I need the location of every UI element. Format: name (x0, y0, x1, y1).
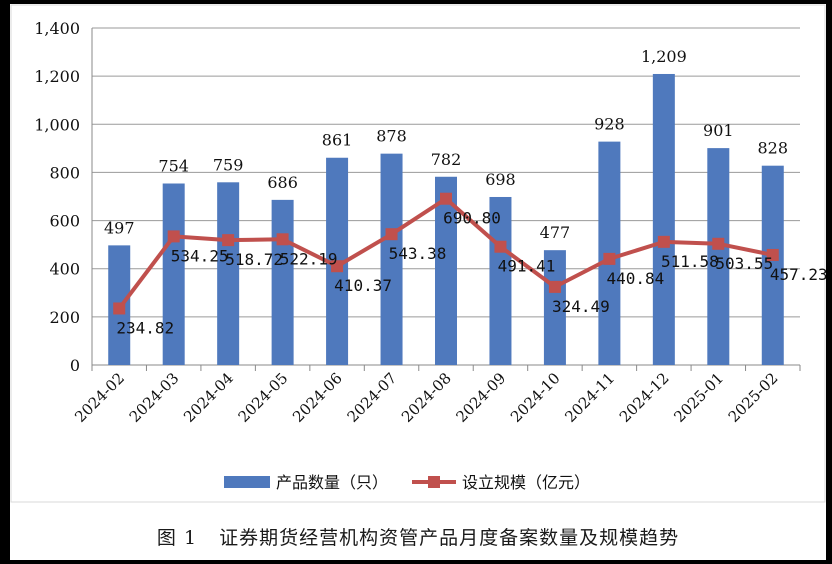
bar-data-label: 497 (104, 218, 135, 237)
bar-data-label: 759 (213, 155, 244, 174)
scale-marker-2024-07 (385, 228, 398, 241)
line-data-label: 534.25 (171, 246, 229, 265)
x-tick-label: 2024-10 (507, 369, 564, 426)
line-data-label: 522.19 (280, 249, 338, 268)
scale-marker-2025-01 (712, 237, 725, 250)
bar-2024-03 (162, 183, 185, 365)
figure-number: 图 1 (156, 527, 198, 549)
legend-bar-swatch (224, 476, 270, 488)
scale-marker-2025-02 (766, 248, 779, 261)
line-data-label: 518.72 (225, 250, 283, 269)
bar-2024-12 (652, 73, 675, 365)
bar-data-label: 754 (158, 157, 189, 176)
line-data-label: 511.58 (661, 252, 719, 271)
chart-svg: 0 200 400 600 800 1,000 1,200 1,400 497 754 759 686… (10, 4, 826, 503)
scale-marker-2024-11 (603, 252, 616, 265)
bar-data-label: 698 (485, 170, 516, 189)
y-tick-label: 1,000 (34, 115, 80, 134)
line-data-label: 324.49 (552, 297, 610, 316)
x-tick-label: 2025-02 (725, 369, 782, 426)
y-tick-label: 1,200 (34, 67, 80, 86)
scale-marker-2024-10 (548, 280, 561, 293)
line-data-label: 457.23 (770, 265, 826, 284)
bar-data-label: 477 (540, 223, 571, 242)
bar-data-label: 828 (757, 139, 788, 158)
line-data-label: 690.80 (443, 209, 501, 228)
scale-marker-2024-05 (276, 233, 289, 246)
y-tick-label: 0 (70, 356, 80, 375)
bar-2024-04 (217, 182, 240, 365)
x-tick-label: 2024-11 (561, 369, 618, 426)
line-data-label: 543.38 (389, 244, 447, 263)
scale-marker-2024-04 (222, 234, 235, 247)
legend-line-marker (428, 476, 440, 488)
line-data-label: 440.84 (606, 269, 664, 288)
bar-data-label: 782 (431, 150, 462, 169)
bar-data-label: 928 (594, 115, 625, 134)
line-data-label: 503.55 (715, 254, 773, 273)
x-tick-label: 2024-06 (289, 369, 346, 426)
y-tick-label: 400 (49, 260, 80, 279)
y-tick-label: 200 (49, 308, 80, 327)
bar-2024-07 (380, 153, 403, 365)
legend-line-label: 设立规模（亿元） (462, 473, 590, 492)
bar-data-label: 878 (376, 127, 407, 146)
x-tick-label: 2024-05 (235, 369, 292, 426)
legend-bar-label: 产品数量（只） (276, 473, 388, 492)
bar-data-label: 1,209 (641, 47, 687, 66)
figure-caption-text: 证券期货经营机构资管产品月度备案数量及规模趋势 (219, 527, 680, 549)
bar-data-label: 861 (322, 131, 353, 150)
bar-2025-02 (761, 165, 784, 365)
y-tick-label: 600 (49, 212, 80, 231)
bar-data-label: 901 (703, 121, 734, 140)
bar-2024-08 (435, 176, 457, 365)
line-data-label: 234.82 (116, 318, 174, 337)
bar-2025-01 (707, 148, 730, 365)
chart-frame: 0 200 400 600 800 1,000 1,200 1,400 497 754 759 686… (10, 4, 826, 560)
x-tick-label: 2024-07 (344, 369, 401, 426)
line-data-label: 410.37 (334, 276, 392, 295)
x-tick-label: 2025-01 (670, 369, 727, 426)
x-tick-label: 2024-09 (452, 369, 509, 426)
y-tick-label: 1,400 (34, 19, 80, 38)
bar-2024-09 (489, 196, 512, 365)
x-tick-label: 2024-12 (616, 369, 673, 426)
scale-marker-2024-12 (657, 235, 670, 248)
scale-marker-2024-08 (440, 192, 452, 205)
bar-2024-05 (271, 199, 294, 365)
scale-marker-2024-06 (331, 260, 344, 273)
y-tick-label: 800 (49, 163, 80, 182)
x-tick-label: 2024-08 (398, 369, 455, 426)
line-data-label: 491.41 (498, 257, 556, 276)
bar-data-label: 686 (267, 173, 298, 192)
scale-marker-2024-03 (167, 230, 180, 243)
x-tick-label: 2024-02 (71, 369, 128, 426)
chart-border (10, 4, 826, 503)
figure-caption: 图 1 证券期货经营机构资管产品月度备案数量及规模趋势 (10, 523, 826, 550)
x-tick-label: 2024-04 (180, 369, 237, 426)
bar-2024-10 (543, 250, 566, 365)
x-tick-label: 2024-03 (126, 369, 183, 426)
scale-marker-2024-09 (494, 240, 507, 253)
scale-marker-2024-02 (113, 302, 126, 315)
